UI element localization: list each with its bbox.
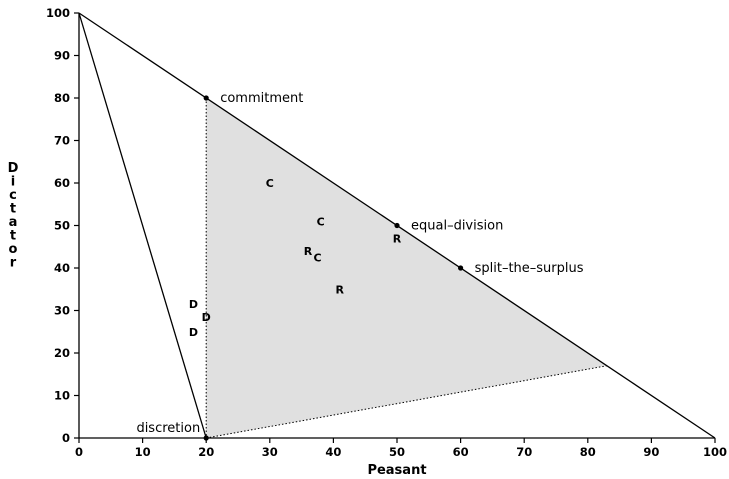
x-tick-label: 100: [703, 445, 727, 459]
x-tick-label: 10: [135, 445, 151, 459]
y-axis-title-letter: a: [9, 215, 18, 230]
point-split-the-surplus: [458, 265, 464, 271]
marker-r: R: [393, 232, 402, 245]
x-tick-label: 0: [75, 445, 83, 459]
y-tick-label: 100: [46, 6, 70, 20]
y-tick-label: 40: [54, 261, 70, 275]
line-lower-boundary: [206, 365, 607, 439]
y-tick-label: 80: [54, 91, 70, 105]
point-discretion: [203, 435, 209, 441]
marker-c: C: [266, 177, 274, 190]
y-axis-title-letter: r: [10, 256, 17, 271]
y-tick-label: 10: [54, 389, 70, 403]
y-axis-title-letter: o: [9, 242, 18, 257]
x-axis-title: Peasant: [367, 463, 426, 478]
x-tick-label: 80: [580, 445, 596, 459]
y-tick-label: 20: [54, 346, 70, 360]
marker-d: D: [202, 311, 211, 324]
marker-r: R: [336, 283, 345, 296]
x-tick-label: 90: [643, 445, 659, 459]
marker-d: D: [189, 298, 198, 311]
point-commitment: [203, 95, 209, 101]
x-tick-label: 60: [453, 445, 469, 459]
y-axis-title-letter: c: [9, 188, 17, 203]
y-tick-label: 30: [54, 304, 70, 318]
y-tick-label: 50: [54, 219, 70, 233]
point-label: equal–division: [411, 219, 503, 234]
y-axis-title-letter: i: [11, 175, 15, 190]
x-tick-label: 30: [262, 445, 278, 459]
x-tick-label: 70: [516, 445, 532, 459]
y-axis-title-letter: t: [10, 202, 16, 217]
y-tick-label: 70: [54, 134, 70, 148]
y-tick-label: 60: [54, 176, 70, 190]
y-tick-label: 0: [62, 431, 70, 445]
point-label: commitment: [220, 91, 303, 106]
marker-c: C: [313, 251, 321, 264]
marker-d: D: [189, 326, 198, 339]
point-equal-division: [394, 222, 400, 229]
y-tick-label: 90: [54, 49, 70, 63]
line-discretion-boundary: [78, 12, 207, 439]
y-axis-title-letter: D: [8, 161, 19, 176]
x-tick-label: 50: [389, 445, 405, 459]
marker-c: C: [317, 215, 325, 228]
point-label: split–the–surplus: [475, 261, 584, 276]
point-label: discretion: [136, 421, 200, 436]
x-tick-label: 20: [198, 445, 214, 459]
shaded-region: [206, 98, 607, 438]
marker-r: R: [304, 245, 313, 258]
x-tick-label: 40: [325, 445, 341, 459]
y-axis-title-letter: t: [10, 229, 16, 244]
